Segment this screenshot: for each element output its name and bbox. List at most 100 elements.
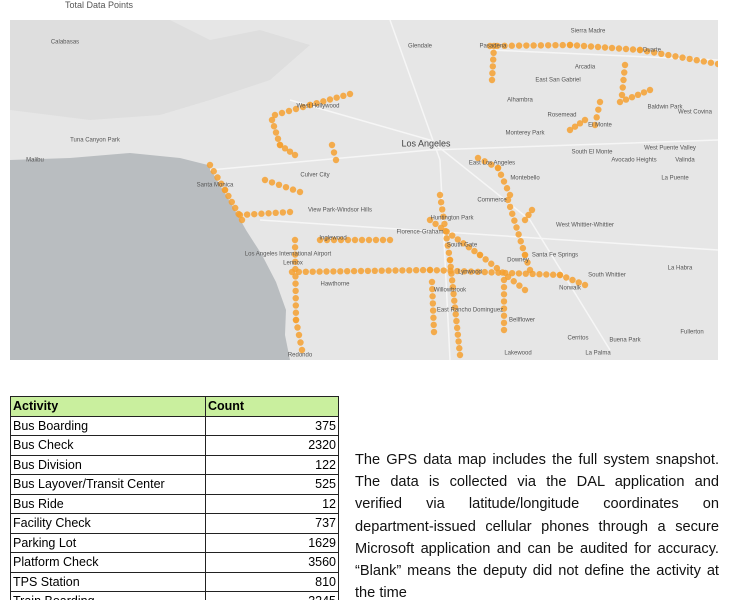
data-point — [323, 268, 330, 275]
place-label: Lennox — [283, 261, 303, 267]
place-label: West Hollywood — [297, 104, 340, 110]
data-point — [292, 258, 299, 266]
data-point — [501, 42, 508, 50]
data-point — [296, 188, 304, 196]
data-point — [432, 220, 439, 228]
data-point — [493, 264, 501, 272]
data-point — [573, 42, 581, 49]
data-point — [236, 211, 244, 219]
table-row: Platform Check 3560 — [10, 552, 339, 573]
activity-cell: Bus Layover/Transit Center — [10, 474, 206, 495]
data-point — [364, 267, 372, 275]
hills — [10, 20, 310, 120]
data-point — [309, 268, 316, 275]
place-label: La Palma — [585, 351, 611, 357]
count-cell: 12 — [205, 493, 339, 514]
data-point — [291, 251, 299, 258]
place-label: South Whittier — [588, 273, 626, 279]
data-point — [292, 294, 299, 302]
place-label: Pasadena — [479, 44, 507, 50]
data-point — [430, 314, 437, 321]
data-point — [536, 271, 543, 278]
data-point — [344, 236, 352, 244]
data-point — [552, 41, 559, 49]
data-point — [430, 328, 438, 336]
data-point — [445, 249, 453, 256]
place-label: South El Monte — [571, 150, 613, 156]
activity-cell: Bus Ride — [10, 493, 206, 514]
data-point — [297, 339, 304, 346]
data-point — [608, 44, 616, 52]
activity-cell: Train Boarding — [10, 591, 206, 600]
ocean — [10, 153, 290, 360]
data-point — [544, 42, 552, 49]
data-point — [693, 56, 700, 64]
data-point — [289, 186, 297, 193]
data-point — [575, 279, 582, 286]
data-point — [506, 203, 514, 211]
data-point — [525, 211, 532, 219]
header-row: Activity Count — [10, 396, 339, 417]
data-point — [510, 278, 517, 285]
table-row: Facility Check 737 — [10, 513, 339, 534]
place-label: View Park-Windsor Hills — [308, 208, 372, 214]
data-point — [513, 224, 520, 231]
data-point — [323, 236, 331, 244]
data-point — [593, 114, 600, 121]
table-row: TPS Station 810 — [10, 571, 339, 592]
place-label: Monterey Park — [505, 131, 545, 137]
data-point — [530, 42, 537, 49]
place-label: El Monte — [588, 123, 612, 129]
data-point — [467, 268, 475, 275]
data-point — [428, 278, 436, 286]
data-point — [456, 345, 463, 352]
data-point — [372, 236, 380, 244]
data-point — [285, 107, 293, 115]
data-point — [453, 324, 461, 332]
data-point — [291, 244, 299, 251]
data-point — [453, 317, 460, 325]
data-point — [620, 76, 627, 84]
data-point — [618, 91, 626, 99]
table-row: Bus Layover/Transit Center 525 — [10, 474, 339, 495]
place-label: Lakewood — [504, 351, 531, 357]
data-point — [238, 216, 246, 224]
data-point — [515, 42, 523, 49]
data-point — [221, 186, 229, 194]
data-point — [330, 268, 337, 275]
place-label: West Puente Valley — [644, 146, 696, 152]
data-point — [500, 326, 508, 334]
data-point — [521, 216, 529, 224]
place-label: Valinda — [675, 158, 695, 164]
data-point — [515, 231, 522, 238]
data-point — [526, 266, 534, 274]
data-point — [566, 41, 574, 49]
data-point — [451, 304, 459, 311]
data-point — [357, 267, 365, 275]
count-cell: 1629 — [205, 532, 339, 553]
data-point — [449, 283, 457, 291]
count-cell: 3245 — [205, 591, 339, 600]
count-cell: 525 — [205, 474, 339, 495]
data-point — [686, 55, 693, 63]
data-point — [271, 111, 279, 119]
activity-cell: Bus Check — [10, 435, 206, 456]
data-points — [206, 41, 718, 359]
data-point — [474, 154, 482, 162]
table-row: Train Boarding3245 — [10, 591, 339, 600]
data-point — [500, 312, 508, 319]
place-label: East San Gabriel — [535, 78, 580, 84]
data-point — [454, 331, 462, 338]
data-point — [210, 168, 217, 175]
place-label: Norwalk — [559, 286, 582, 292]
data-point — [344, 268, 351, 275]
data-point — [292, 273, 299, 280]
data-point — [509, 210, 516, 217]
table-row: Bus Ride 12 — [10, 493, 339, 514]
count-cell: 375 — [205, 415, 339, 436]
data-point — [437, 224, 445, 231]
map: Calabasas Glendale Pasadena Sierra Madre Dua… — [10, 20, 718, 360]
data-point — [337, 268, 344, 275]
caption: Total Data Points — [65, 0, 134, 10]
data-point — [292, 309, 300, 316]
